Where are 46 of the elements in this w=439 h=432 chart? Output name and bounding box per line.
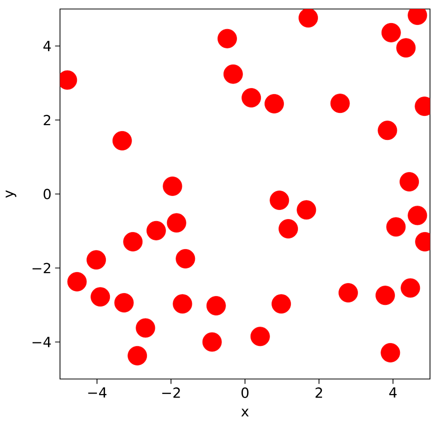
point <box>270 190 290 210</box>
point <box>400 278 420 298</box>
x-tick-label: 4 <box>389 387 397 398</box>
y-tick-label: 2 <box>44 114 50 126</box>
y-tick-label: 0 <box>44 188 51 200</box>
point <box>396 38 416 58</box>
point <box>206 296 226 316</box>
point <box>90 287 110 307</box>
point <box>146 220 166 240</box>
point <box>86 250 106 270</box>
x-axis-title: x <box>241 408 249 416</box>
point <box>218 28 237 48</box>
x-tick-label: 0 <box>242 387 248 398</box>
point <box>136 318 156 338</box>
point <box>386 217 406 237</box>
point <box>162 176 182 196</box>
point <box>264 94 284 114</box>
x-tick-label: 2 <box>316 387 322 398</box>
point <box>202 332 222 352</box>
x-tick-label: −2 <box>162 387 180 398</box>
point <box>400 172 419 192</box>
point <box>172 294 192 314</box>
y-tick-label: 4 <box>43 40 51 52</box>
point <box>381 22 401 42</box>
point <box>223 64 243 84</box>
point <box>376 286 395 306</box>
y-tick-label: −4 <box>32 336 51 348</box>
point <box>123 232 143 252</box>
point <box>338 283 358 302</box>
y-axis-title: y <box>6 190 16 198</box>
point <box>242 88 261 108</box>
point <box>330 94 350 114</box>
point <box>278 219 298 238</box>
point <box>114 293 134 312</box>
point <box>166 213 186 233</box>
point <box>128 346 148 366</box>
point <box>378 120 398 140</box>
point <box>112 131 132 150</box>
point <box>176 249 196 268</box>
x-tick-label: −4 <box>88 387 106 398</box>
point <box>380 343 400 362</box>
point <box>272 294 291 314</box>
point <box>296 200 316 220</box>
point <box>250 326 270 346</box>
point <box>67 272 87 292</box>
y-tick-label: −2 <box>32 262 50 274</box>
